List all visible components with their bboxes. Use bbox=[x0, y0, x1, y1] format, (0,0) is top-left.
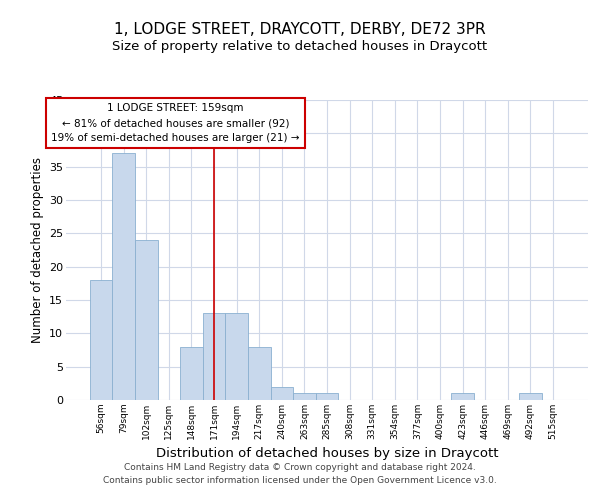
Text: 1, LODGE STREET, DRAYCOTT, DERBY, DE72 3PR: 1, LODGE STREET, DRAYCOTT, DERBY, DE72 3… bbox=[114, 22, 486, 38]
Bar bbox=[316, 394, 338, 400]
Bar bbox=[248, 346, 271, 400]
X-axis label: Distribution of detached houses by size in Draycott: Distribution of detached houses by size … bbox=[156, 448, 498, 460]
Text: Size of property relative to detached houses in Draycott: Size of property relative to detached ho… bbox=[112, 40, 488, 53]
Bar bbox=[203, 314, 226, 400]
Text: Contains HM Land Registry data © Crown copyright and database right 2024.: Contains HM Land Registry data © Crown c… bbox=[124, 462, 476, 471]
Bar bbox=[451, 394, 474, 400]
Y-axis label: Number of detached properties: Number of detached properties bbox=[31, 157, 44, 343]
Bar bbox=[226, 314, 248, 400]
Bar bbox=[271, 386, 293, 400]
Bar bbox=[135, 240, 158, 400]
Bar bbox=[180, 346, 203, 400]
Bar bbox=[519, 394, 542, 400]
Text: 1 LODGE STREET: 159sqm
← 81% of detached houses are smaller (92)
19% of semi-det: 1 LODGE STREET: 159sqm ← 81% of detached… bbox=[52, 104, 300, 143]
Bar bbox=[90, 280, 112, 400]
Text: Contains public sector information licensed under the Open Government Licence v3: Contains public sector information licen… bbox=[103, 476, 497, 485]
Bar bbox=[112, 154, 135, 400]
Bar bbox=[293, 394, 316, 400]
